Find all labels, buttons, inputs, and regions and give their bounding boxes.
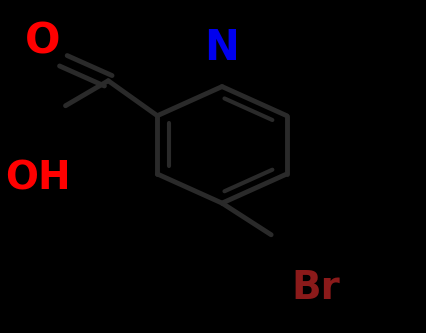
Text: OH: OH xyxy=(6,159,71,197)
Text: O: O xyxy=(25,21,60,63)
Text: Br: Br xyxy=(291,269,340,307)
Text: N: N xyxy=(204,27,239,69)
